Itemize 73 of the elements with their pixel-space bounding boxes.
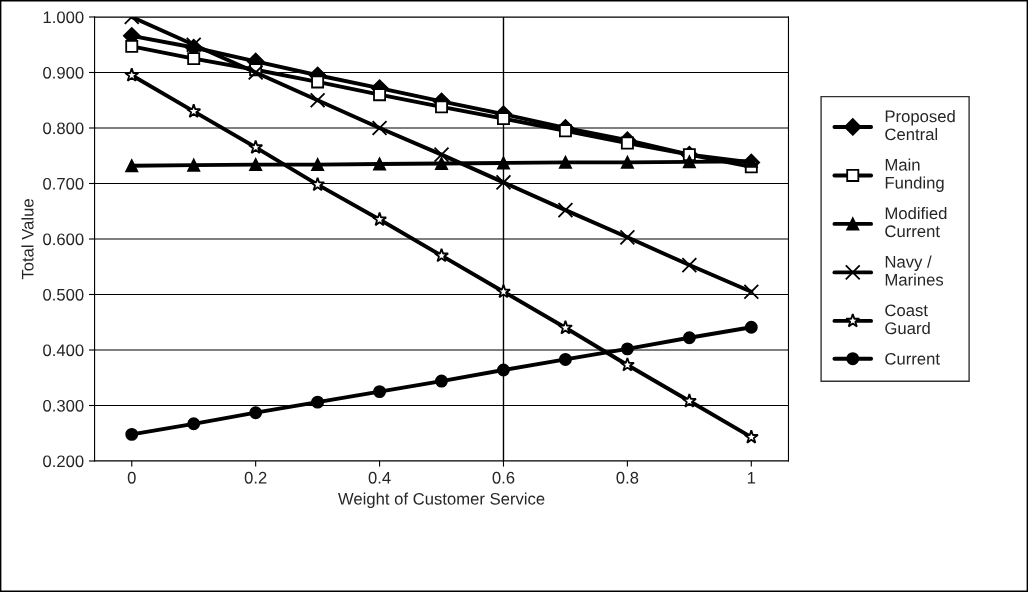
point <box>435 100 448 114</box>
point <box>435 157 448 170</box>
point <box>620 342 634 356</box>
point <box>124 67 140 82</box>
legend-label: Modified Current <box>885 206 947 238</box>
point <box>435 374 448 388</box>
point <box>433 146 450 163</box>
point <box>187 158 201 172</box>
x-tick-label: 0 <box>127 471 136 484</box>
x-tick-label: 1 <box>747 472 756 484</box>
point <box>744 320 758 334</box>
point <box>373 157 387 171</box>
point <box>125 159 139 173</box>
x-tick-label: 0.4 <box>368 471 391 484</box>
point <box>249 158 263 172</box>
point <box>372 211 388 227</box>
point <box>497 363 510 377</box>
y-tick-label: 0.200 <box>43 455 84 468</box>
x-tick-label: 0.6 <box>492 471 515 484</box>
point <box>187 417 201 431</box>
point <box>186 103 202 118</box>
point <box>310 176 326 192</box>
x-axis-title: Weight of Customer Service <box>338 492 545 509</box>
y-tick-label: 0.400 <box>43 344 84 357</box>
y-tick-label: 0.900 <box>43 66 84 79</box>
y-tick-label: 0.700 <box>43 177 84 190</box>
point <box>495 174 512 191</box>
legend-label: Navy / Marines <box>885 255 944 286</box>
point <box>558 124 572 138</box>
point <box>373 88 387 102</box>
point <box>682 331 696 345</box>
point <box>682 155 696 169</box>
point <box>558 155 572 169</box>
point <box>247 64 264 81</box>
legend-label: Main Funding <box>885 158 944 192</box>
point <box>557 202 574 218</box>
point <box>558 352 572 366</box>
x-tick-label: 0.2 <box>244 471 267 484</box>
point <box>557 319 573 335</box>
point <box>681 393 697 408</box>
point <box>309 92 326 109</box>
legend-label: Proposed Central <box>885 110 955 141</box>
y-tick-label: 0.600 <box>43 233 84 246</box>
point <box>371 120 388 136</box>
y-tick-label: 0.500 <box>43 288 84 301</box>
point <box>620 155 634 169</box>
point <box>185 36 202 53</box>
point <box>495 283 511 299</box>
point <box>497 112 510 126</box>
point <box>125 427 139 441</box>
x-tick-label: 0.8 <box>616 471 639 484</box>
point <box>248 139 264 154</box>
point <box>619 357 635 372</box>
point <box>497 156 510 170</box>
point <box>187 52 201 66</box>
point <box>249 406 263 420</box>
legend-label: Coast Guard <box>885 304 930 335</box>
point <box>744 154 758 168</box>
point <box>681 257 698 273</box>
point <box>311 158 325 172</box>
y-tick-label: 0.300 <box>43 399 84 412</box>
point <box>125 39 139 53</box>
point <box>743 429 759 444</box>
y-axis-title: Total Value <box>21 199 34 280</box>
point <box>311 395 325 409</box>
legend-label: Current <box>885 352 940 365</box>
y-tick-label: 0.800 <box>43 122 84 135</box>
point <box>743 283 760 300</box>
y-tick-label: 1.000 <box>43 11 84 24</box>
point <box>434 247 450 263</box>
point <box>311 75 325 89</box>
point <box>373 385 387 399</box>
point <box>619 229 636 246</box>
